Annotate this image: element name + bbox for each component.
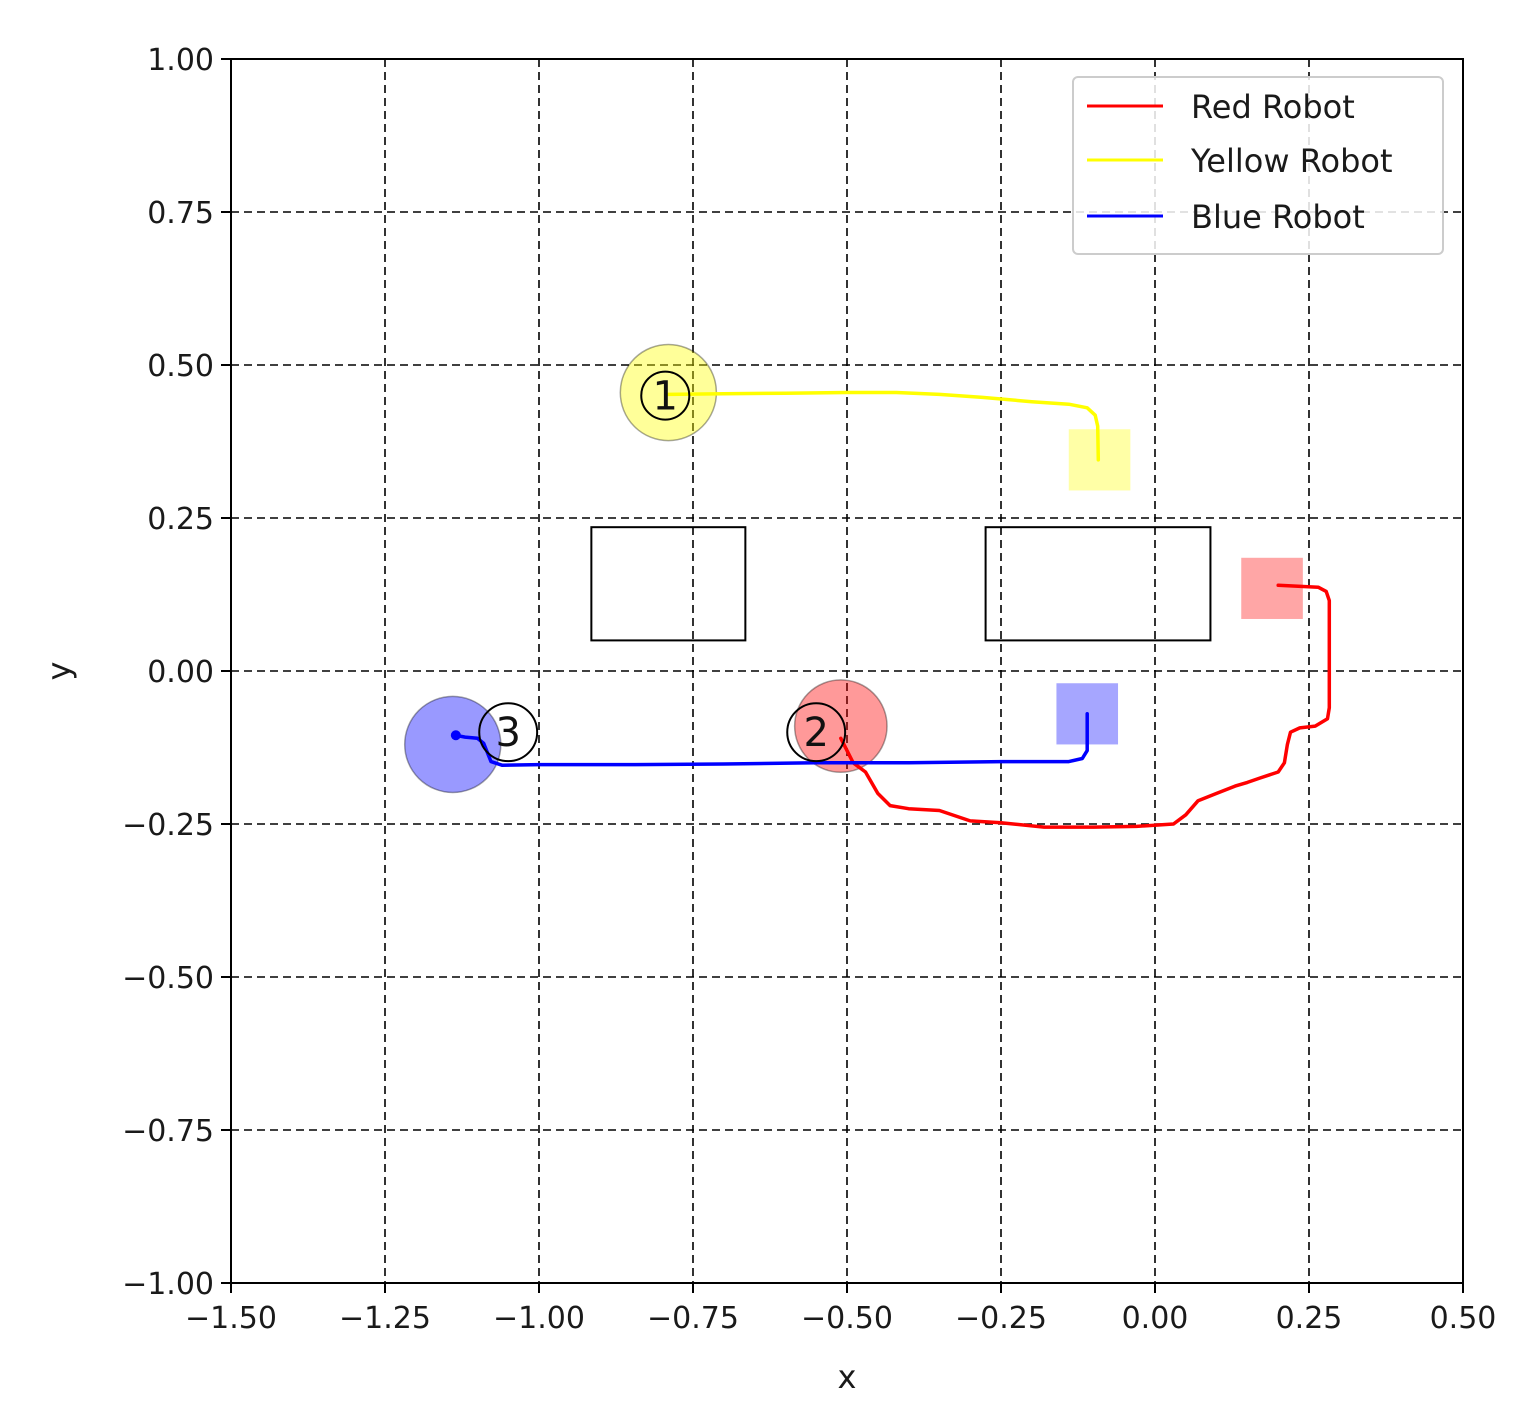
axis-ticks: −1.50 −1.25 −1.00 −0.75 −0.50 −0.25 0.00 0.25 0.… xyxy=(122,43,1496,1336)
y-tick-label: −0.75 xyxy=(122,1114,214,1149)
legend-frame xyxy=(1072,76,1444,255)
grid xyxy=(231,59,1463,1283)
robot-marker-1 xyxy=(640,370,691,421)
y-tick-label: −1.00 xyxy=(122,1267,214,1302)
y-tick-label: 0.75 xyxy=(147,196,214,231)
x-tick-label: 0.25 xyxy=(1276,1301,1343,1336)
obstacle-rect xyxy=(590,526,747,642)
x-tick-label: 0.00 xyxy=(1122,1301,1189,1336)
y-tick-label: 0.50 xyxy=(147,349,214,384)
start-circle-blue-robot xyxy=(403,695,502,794)
robot-marker-3 xyxy=(478,702,539,763)
obstacle-rect xyxy=(984,526,1212,642)
goal-square-red-robot xyxy=(1241,557,1303,619)
y-tick-label: −0.50 xyxy=(122,961,214,996)
legend-label-red: Red Robot xyxy=(1191,88,1355,126)
x-axis-label: x xyxy=(838,1358,857,1396)
x-tick-label: −0.75 xyxy=(647,1301,739,1336)
legend: Red Robot Yellow Robot Blue Robot xyxy=(1072,76,1444,255)
trajectory-red-robot xyxy=(839,583,1332,829)
x-tick-label: −1.25 xyxy=(339,1301,431,1336)
robot-marker-label-2: 2 xyxy=(803,710,828,756)
obstacles xyxy=(590,526,1212,642)
y-axis-label: y xyxy=(40,662,78,681)
robot-number-markers: 1 2 3 xyxy=(478,370,847,763)
y-tick-label: 0.00 xyxy=(147,655,214,690)
x-tick-label: −0.50 xyxy=(801,1301,893,1336)
y-tick-label: 0.25 xyxy=(147,502,214,537)
legend-label-yellow: Yellow Robot xyxy=(1190,142,1393,180)
robot-marker-label-1: 1 xyxy=(653,374,678,420)
trajectory-end-dot-blue-robot xyxy=(450,730,461,741)
legend-label-blue: Blue Robot xyxy=(1191,198,1365,236)
y-tick-label: 1.00 xyxy=(147,43,214,78)
trajectory-yellow-robot xyxy=(666,390,1101,462)
y-tick-label: −0.25 xyxy=(122,808,214,843)
robot-marker-2 xyxy=(786,702,847,763)
x-tick-label: 0.50 xyxy=(1430,1301,1497,1336)
x-tick-label: −1.50 xyxy=(185,1301,277,1336)
x-tick-label: −1.00 xyxy=(493,1301,585,1336)
robot-marker-label-3: 3 xyxy=(495,710,520,756)
x-tick-label: −0.25 xyxy=(955,1301,1047,1336)
